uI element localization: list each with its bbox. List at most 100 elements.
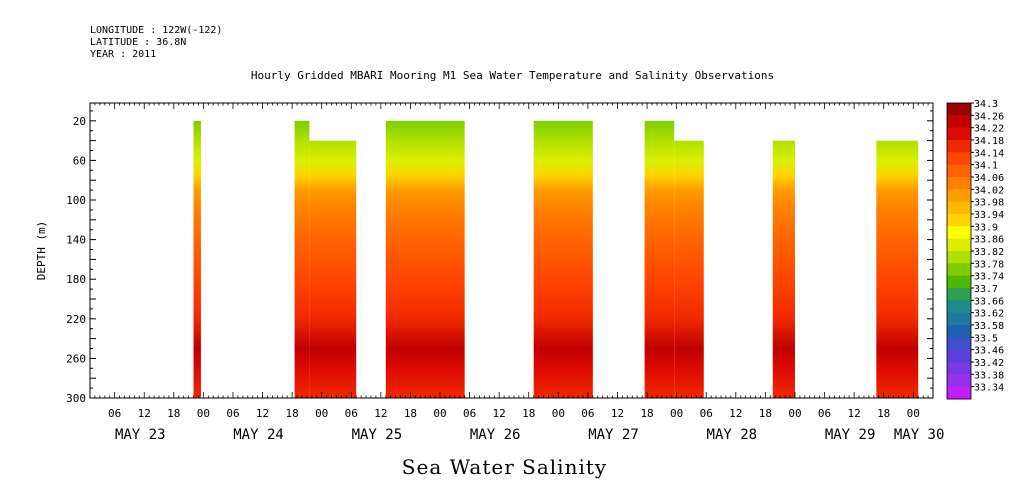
colorbar-label: 33.5: [974, 333, 998, 344]
y-tick-label: 140: [66, 234, 86, 247]
y-tick-label: 220: [66, 313, 86, 326]
x-hour-label: 00: [788, 407, 801, 420]
plot-axes: 20 60 100 140 180 220 260 300 DEPTH (m) 06 12 18 00 0…: [35, 102, 944, 443]
colorbar-swatch: [947, 103, 971, 116]
colorbar-swatch: [947, 275, 971, 289]
y-tick-label: 20: [73, 115, 86, 128]
colorbar-swatch: [947, 263, 971, 277]
colorbar-swatch: [947, 349, 971, 363]
colorbar-label: 34.22: [974, 124, 1004, 135]
colorbar-swatch: [947, 152, 971, 166]
colorbar-label: 34.1: [974, 161, 998, 172]
x-hour-label: 18: [285, 407, 298, 420]
colorbar-swatch: [947, 214, 971, 227]
y-tick-label: 100: [66, 194, 86, 207]
x-hour-label: 12: [256, 407, 269, 420]
x-hour-label: 06: [226, 407, 239, 420]
x-hour-label: 12: [374, 407, 387, 420]
x-date-label: MAY 27: [588, 427, 639, 443]
data-segment-1: [193, 120, 201, 399]
colorbar-swatch: [947, 177, 971, 190]
x-hour-label: 00: [552, 407, 565, 420]
data-segment-3: [309, 140, 357, 399]
colorbar-swatch: [947, 300, 971, 314]
colorbar-swatch: [947, 312, 971, 326]
colorbar-label: 33.94: [974, 210, 1004, 221]
colorbar-swatch: [947, 325, 971, 338]
colorbar-swatch: [947, 337, 971, 351]
colorbar-label: 34.02: [974, 185, 1004, 196]
colorbar-swatch: [947, 386, 971, 400]
data-segment-2: [294, 120, 310, 399]
x-date-label: MAY 24: [233, 427, 284, 443]
x-hour-label: 18: [522, 407, 535, 420]
colorbar-label: 33.62: [974, 309, 1004, 320]
colorbar-label: 33.34: [974, 383, 1004, 394]
x-hour-label: 12: [729, 407, 742, 420]
x-hour-label: 00: [197, 407, 210, 420]
x-hour-label: 18: [167, 407, 180, 420]
colorbar-swatch: [947, 201, 971, 215]
y-tick-label: 180: [66, 273, 86, 286]
x-hour-label: 06: [463, 407, 476, 420]
data-segment-8: [772, 140, 795, 399]
colorbar-label: 33.9: [974, 222, 998, 233]
y-tick-label: 300: [66, 392, 86, 405]
colorbar-swatch: [947, 115, 971, 129]
data-segment-7: [674, 140, 704, 399]
y-tick-label: 260: [66, 352, 86, 365]
colorbar-label: 33.98: [974, 198, 1004, 209]
colorbar-label: 33.42: [974, 358, 1004, 369]
variable-title: Sea Water Salinity: [401, 455, 608, 479]
colorbar-swatch: [947, 238, 971, 252]
x-hour-label: 00: [907, 407, 920, 420]
colorbar-label: 34.18: [974, 136, 1004, 147]
x-hour-label: 12: [611, 407, 624, 420]
colorbar-swatch: [947, 374, 971, 388]
colorbar-label: 33.46: [974, 346, 1004, 357]
data-segment-6: [644, 120, 675, 399]
x-date-label: MAY 29: [825, 427, 876, 443]
x-hour-label: 12: [138, 407, 151, 420]
colorbar-label: 34.14: [974, 148, 1004, 159]
x-hour-label: 06: [581, 407, 594, 420]
data-segment-4: [385, 120, 465, 399]
colorbar-swatch: [947, 226, 971, 240]
x-hour-label: 00: [433, 407, 446, 420]
latitude-label: LATITUDE : 36.8N: [90, 37, 187, 48]
colorbar-swatch: [947, 140, 971, 153]
x-date-label: MAY 25: [352, 427, 403, 443]
data-segments: [193, 120, 919, 399]
colorbar-label: 33.7: [974, 284, 998, 295]
colorbar-swatch: [947, 164, 971, 178]
colorbar-label: 33.78: [974, 259, 1004, 270]
colorbar-label: 33.38: [974, 370, 1004, 381]
x-date-label: MAY 23: [115, 427, 166, 443]
data-segment-9: [876, 140, 919, 399]
chart-title: Hourly Gridded MBARI Mooring M1 Sea Wate…: [250, 69, 775, 82]
x-date-label: MAY 26: [470, 427, 521, 443]
colorbar-swatch: [947, 189, 971, 203]
colorbar-swatch: [947, 362, 971, 375]
x-hour-label: 06: [345, 407, 358, 420]
longitude-label: LONGITUDE : 122W(-122): [90, 25, 223, 36]
x-hour-label: 18: [640, 407, 653, 420]
x-hour-label: 12: [847, 407, 860, 420]
colorbar-label: 33.66: [974, 296, 1004, 307]
x-hour-label: 06: [818, 407, 831, 420]
colorbar-label: 33.58: [974, 321, 1004, 332]
colorbar-label: 34.06: [974, 173, 1004, 184]
x-hour-label: 06: [108, 407, 121, 420]
year-label: YEAR : 2011: [90, 49, 157, 60]
colorbar-label: 34.26: [974, 111, 1004, 122]
x-hour-label: 00: [315, 407, 328, 420]
data-segment-5: [533, 120, 593, 399]
colorbar-swatch: [947, 251, 971, 264]
x-hour-label: 18: [877, 407, 890, 420]
colorbar-label: 33.74: [974, 272, 1004, 283]
colorbar-label: 33.86: [974, 235, 1004, 246]
x-hour-label: 18: [404, 407, 417, 420]
x-date-label: MAY 28: [707, 427, 758, 443]
colorbar-label: 34.3: [974, 99, 998, 110]
